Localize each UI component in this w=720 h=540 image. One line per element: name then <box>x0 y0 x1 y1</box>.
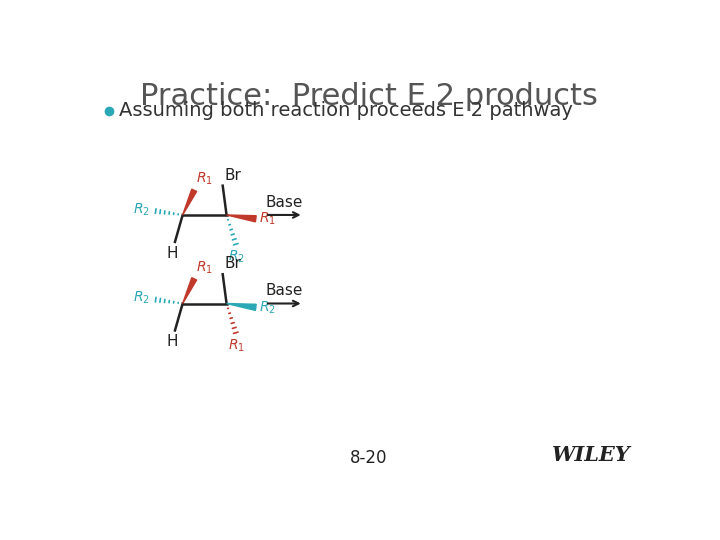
Text: Practice:  Predict E 2 products: Practice: Predict E 2 products <box>140 82 598 111</box>
Text: $R_1$: $R_1$ <box>196 171 212 187</box>
Text: WILEY: WILEY <box>552 445 631 465</box>
Polygon shape <box>183 189 197 215</box>
Text: $R_2$: $R_2$ <box>133 201 150 218</box>
Text: $R_2$: $R_2$ <box>133 290 150 306</box>
Text: H: H <box>166 334 178 349</box>
Text: H: H <box>166 246 178 261</box>
Text: Assuming both reaction proceeds E 2 pathway: Assuming both reaction proceeds E 2 path… <box>119 102 572 120</box>
Polygon shape <box>227 303 256 310</box>
Text: Br: Br <box>224 256 241 271</box>
Polygon shape <box>183 278 197 303</box>
Text: $R_1$: $R_1$ <box>259 211 276 227</box>
Text: 8-20: 8-20 <box>350 449 388 467</box>
Text: Base: Base <box>266 194 303 210</box>
Text: Base: Base <box>266 283 303 298</box>
Polygon shape <box>227 215 256 222</box>
Text: $R_2$: $R_2$ <box>259 299 276 315</box>
Text: Br: Br <box>224 167 241 183</box>
Text: $R_1$: $R_1$ <box>228 338 245 354</box>
Text: $R_2$: $R_2$ <box>228 249 245 265</box>
Text: $R_1$: $R_1$ <box>196 259 212 276</box>
